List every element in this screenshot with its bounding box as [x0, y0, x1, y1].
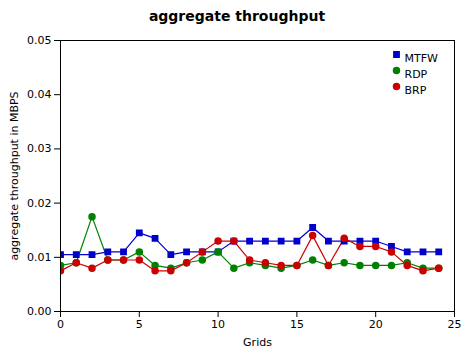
svg-text:0.03: 0.03 [27, 142, 52, 155]
svg-text:0.00: 0.00 [27, 305, 52, 318]
svg-text:0: 0 [57, 318, 64, 331]
svg-text:0.05: 0.05 [27, 34, 52, 47]
svg-text:5: 5 [136, 318, 143, 331]
svg-text:BRP: BRP [405, 84, 427, 97]
svg-text:aggregate throughput in MBPS: aggregate throughput in MBPS [8, 91, 21, 260]
svg-text:25: 25 [448, 318, 462, 331]
svg-text:10: 10 [211, 318, 225, 331]
html-text:aggregate throughput: aggregate throughput [148, 8, 326, 24]
svg-text:15: 15 [290, 318, 304, 331]
svg-text:MTFW: MTFW [405, 52, 439, 65]
svg-text:RDP: RDP [405, 68, 428, 81]
svg-text:0.02: 0.02 [27, 197, 52, 210]
svg-text:0.04: 0.04 [27, 88, 52, 101]
svg-text:0.01: 0.01 [27, 251, 52, 264]
svg-text:Grids: Grids [243, 336, 272, 349]
svg-text:20: 20 [369, 318, 383, 331]
